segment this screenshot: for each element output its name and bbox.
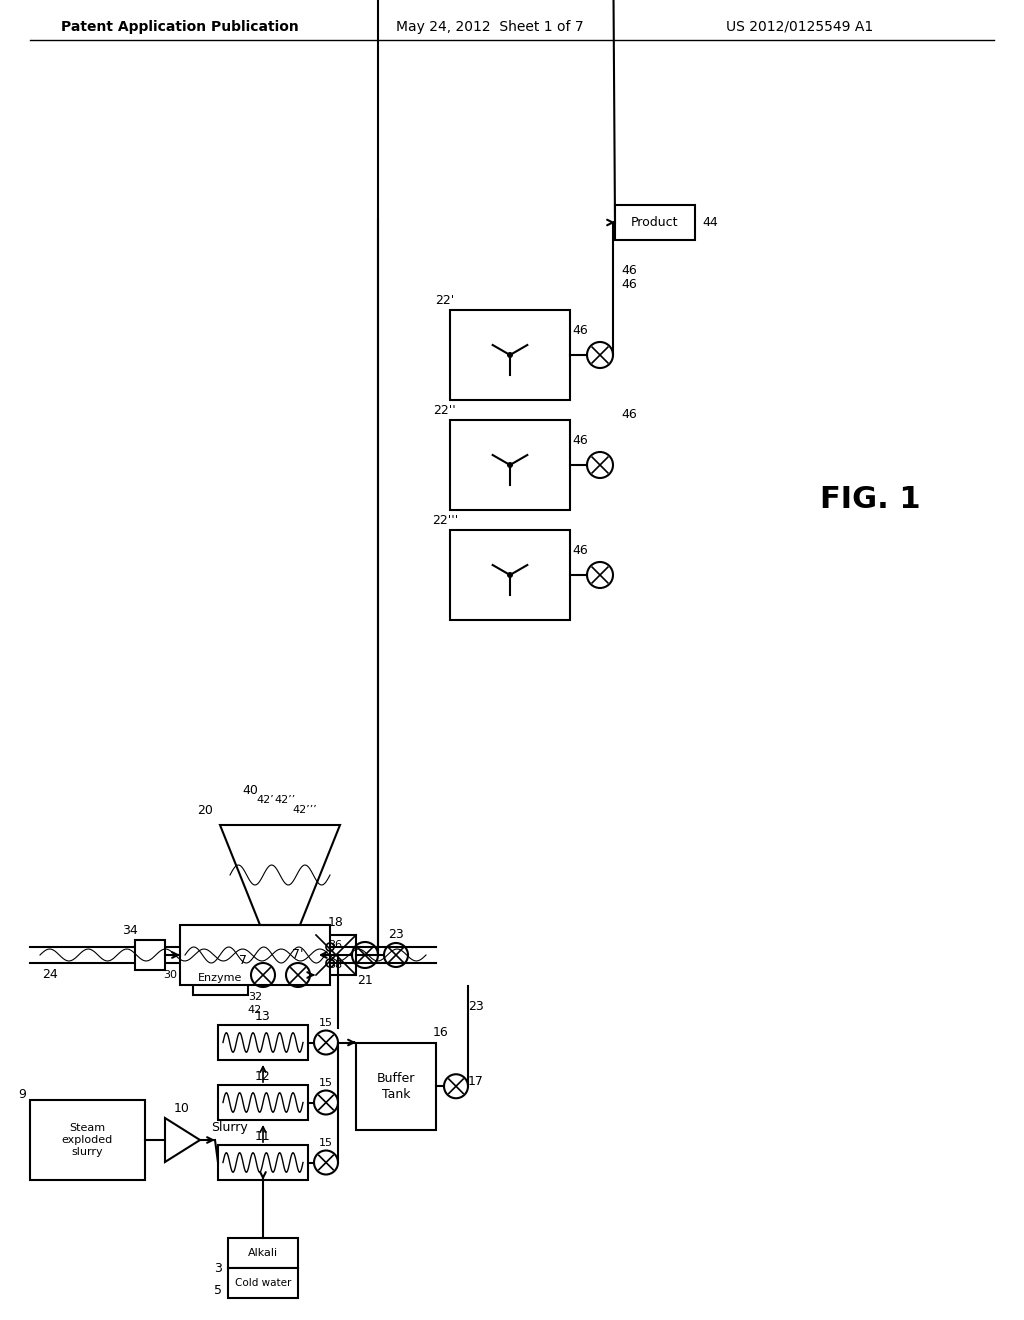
Text: 42: 42 <box>248 1005 262 1015</box>
Text: 7': 7' <box>292 949 304 961</box>
Text: 34: 34 <box>122 924 138 936</box>
Text: FIG. 1: FIG. 1 <box>819 486 921 515</box>
Text: 9: 9 <box>18 1089 26 1101</box>
Text: 21: 21 <box>357 974 373 986</box>
Text: 15: 15 <box>319 1018 333 1027</box>
Text: 3: 3 <box>214 1262 222 1275</box>
FancyBboxPatch shape <box>228 1238 298 1269</box>
FancyBboxPatch shape <box>450 420 570 510</box>
Text: slurry: slurry <box>72 1147 103 1158</box>
Text: 42’’: 42’’ <box>274 795 296 805</box>
Text: 23: 23 <box>468 999 484 1012</box>
Text: 22''': 22''' <box>432 513 458 527</box>
Text: 46: 46 <box>621 408 637 421</box>
Text: 24: 24 <box>42 969 58 982</box>
Text: 22': 22' <box>435 293 455 306</box>
Circle shape <box>507 462 513 469</box>
Text: 13: 13 <box>255 1011 271 1023</box>
FancyBboxPatch shape <box>615 205 695 240</box>
Text: Alkali: Alkali <box>248 1247 279 1258</box>
Text: Tank: Tank <box>382 1088 411 1101</box>
Text: US 2012/0125549 A1: US 2012/0125549 A1 <box>726 20 873 34</box>
Text: Cold water: Cold water <box>234 1278 291 1288</box>
Text: Slurry: Slurry <box>212 1122 249 1134</box>
Text: Steam: Steam <box>70 1123 105 1133</box>
FancyBboxPatch shape <box>193 960 248 995</box>
Text: 22'': 22'' <box>433 404 457 417</box>
Text: May 24, 2012  Sheet 1 of 7: May 24, 2012 Sheet 1 of 7 <box>396 20 584 34</box>
Text: 5: 5 <box>214 1283 222 1296</box>
Text: 30: 30 <box>163 970 177 979</box>
FancyBboxPatch shape <box>228 1269 298 1298</box>
Text: 15: 15 <box>319 1077 333 1088</box>
FancyBboxPatch shape <box>180 925 330 985</box>
Text: 46: 46 <box>572 544 588 557</box>
Text: 46: 46 <box>572 323 588 337</box>
FancyBboxPatch shape <box>316 935 356 975</box>
FancyBboxPatch shape <box>30 1100 145 1180</box>
Text: Patent Application Publication: Patent Application Publication <box>61 20 299 34</box>
FancyBboxPatch shape <box>135 940 165 970</box>
Text: 7: 7 <box>239 953 247 966</box>
Text: Buffer: Buffer <box>377 1072 415 1085</box>
Text: exploded: exploded <box>61 1135 113 1144</box>
Text: 11: 11 <box>255 1130 271 1143</box>
FancyBboxPatch shape <box>450 310 570 400</box>
Text: Product: Product <box>631 216 679 228</box>
Text: 44: 44 <box>702 216 718 228</box>
Text: 12: 12 <box>255 1071 271 1084</box>
Text: 42’: 42’ <box>256 795 273 805</box>
Text: 36: 36 <box>328 940 342 950</box>
Text: 17: 17 <box>468 1074 484 1088</box>
Text: 18: 18 <box>328 916 344 929</box>
Text: 46: 46 <box>572 433 588 446</box>
Text: 40: 40 <box>242 784 258 796</box>
FancyBboxPatch shape <box>218 1085 308 1119</box>
Text: 38: 38 <box>328 960 342 970</box>
Circle shape <box>507 352 513 358</box>
FancyBboxPatch shape <box>356 1043 436 1130</box>
FancyBboxPatch shape <box>218 1026 308 1060</box>
Text: 42’’’: 42’’’ <box>293 805 317 814</box>
Text: 10: 10 <box>174 1101 189 1114</box>
Text: 46: 46 <box>621 264 637 276</box>
Text: 23: 23 <box>388 928 403 941</box>
Text: 20: 20 <box>197 804 213 817</box>
FancyBboxPatch shape <box>218 1144 308 1180</box>
Text: Enzyme: Enzyme <box>198 973 243 983</box>
Text: 15: 15 <box>319 1138 333 1147</box>
Text: 32: 32 <box>248 993 262 1002</box>
Text: 46: 46 <box>621 279 637 292</box>
Text: 16: 16 <box>433 1026 449 1039</box>
FancyBboxPatch shape <box>450 531 570 620</box>
Circle shape <box>507 572 513 578</box>
